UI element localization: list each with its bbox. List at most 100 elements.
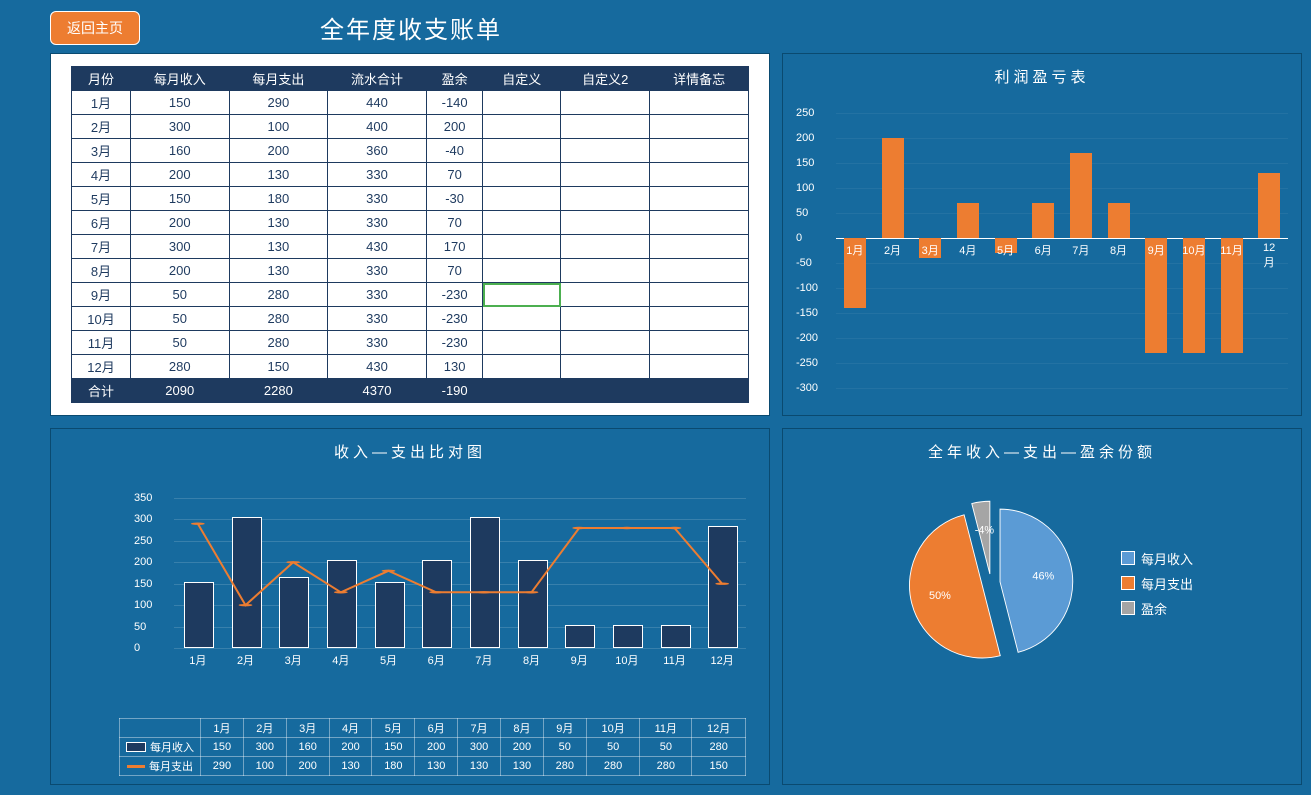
- table-cell[interactable]: 290: [229, 91, 328, 115]
- table-row[interactable]: 7月300130430170: [72, 235, 749, 259]
- table-row[interactable]: 3月160200360-40: [72, 139, 749, 163]
- table-cell[interactable]: [650, 235, 749, 259]
- table-cell[interactable]: [483, 163, 561, 187]
- table-cell[interactable]: 7月: [72, 235, 131, 259]
- table-cell[interactable]: 150: [130, 91, 229, 115]
- table-row[interactable]: 10月50280330-230: [72, 307, 749, 331]
- table-cell[interactable]: 10月: [72, 307, 131, 331]
- table-cell[interactable]: 200: [229, 139, 328, 163]
- table-cell[interactable]: [483, 355, 561, 379]
- table-cell[interactable]: [483, 139, 561, 163]
- table-cell[interactable]: 1月: [72, 91, 131, 115]
- table-cell[interactable]: 6月: [72, 211, 131, 235]
- table-cell[interactable]: 50: [130, 331, 229, 355]
- table-cell[interactable]: [650, 163, 749, 187]
- table-cell[interactable]: [483, 283, 561, 307]
- table-cell[interactable]: 430: [328, 235, 427, 259]
- table-cell[interactable]: [483, 235, 561, 259]
- table-cell[interactable]: [650, 91, 749, 115]
- table-cell[interactable]: 330: [328, 211, 427, 235]
- table-cell[interactable]: 11月: [72, 331, 131, 355]
- table-row[interactable]: 5月150180330-30: [72, 187, 749, 211]
- table-cell[interactable]: [561, 283, 650, 307]
- table-cell[interactable]: [561, 355, 650, 379]
- table-cell[interactable]: -40: [426, 139, 483, 163]
- table-cell[interactable]: 9月: [72, 283, 131, 307]
- table-cell[interactable]: [561, 115, 650, 139]
- table-cell[interactable]: [650, 283, 749, 307]
- table-cell[interactable]: -30: [426, 187, 483, 211]
- table-cell[interactable]: 8月: [72, 259, 131, 283]
- table-cell[interactable]: 70: [426, 163, 483, 187]
- table-cell[interactable]: 330: [328, 283, 427, 307]
- income-expense-table[interactable]: 月份每月收入每月支出流水合计盈余自定义自定义2详情备忘 1月150290440-…: [71, 66, 749, 403]
- table-row[interactable]: 11月50280330-230: [72, 331, 749, 355]
- table-cell[interactable]: 160: [130, 139, 229, 163]
- table-cell[interactable]: [483, 331, 561, 355]
- table-cell[interactable]: [561, 163, 650, 187]
- table-cell[interactable]: [561, 139, 650, 163]
- table-row[interactable]: 4月20013033070: [72, 163, 749, 187]
- table-cell[interactable]: 5月: [72, 187, 131, 211]
- table-cell[interactable]: [561, 91, 650, 115]
- table-cell[interactable]: 330: [328, 331, 427, 355]
- table-cell[interactable]: [650, 331, 749, 355]
- table-cell[interactable]: 200: [130, 211, 229, 235]
- back-button[interactable]: 返回主页: [50, 11, 140, 45]
- table-cell[interactable]: 3月: [72, 139, 131, 163]
- table-cell[interactable]: 170: [426, 235, 483, 259]
- table-cell[interactable]: -230: [426, 331, 483, 355]
- table-cell[interactable]: 70: [426, 211, 483, 235]
- table-cell[interactable]: 150: [229, 355, 328, 379]
- table-cell[interactable]: [650, 139, 749, 163]
- table-cell[interactable]: -230: [426, 283, 483, 307]
- table-cell[interactable]: [561, 259, 650, 283]
- table-row[interactable]: 9月50280330-230: [72, 283, 749, 307]
- table-cell[interactable]: 330: [328, 259, 427, 283]
- table-cell[interactable]: [483, 91, 561, 115]
- table-cell[interactable]: 130: [229, 211, 328, 235]
- table-cell[interactable]: [483, 187, 561, 211]
- table-cell[interactable]: 430: [328, 355, 427, 379]
- table-cell[interactable]: 12月: [72, 355, 131, 379]
- table-cell[interactable]: [561, 307, 650, 331]
- table-cell[interactable]: [650, 187, 749, 211]
- table-cell[interactable]: 180: [229, 187, 328, 211]
- table-cell[interactable]: 360: [328, 139, 427, 163]
- table-cell[interactable]: 150: [130, 187, 229, 211]
- table-cell[interactable]: 200: [426, 115, 483, 139]
- table-row[interactable]: 6月20013033070: [72, 211, 749, 235]
- table-cell[interactable]: 330: [328, 187, 427, 211]
- table-row[interactable]: 2月300100400200: [72, 115, 749, 139]
- table-cell[interactable]: [483, 211, 561, 235]
- table-cell[interactable]: [650, 211, 749, 235]
- table-cell[interactable]: 280: [229, 307, 328, 331]
- table-cell[interactable]: 300: [130, 235, 229, 259]
- table-cell[interactable]: [650, 355, 749, 379]
- table-cell[interactable]: 400: [328, 115, 427, 139]
- table-cell[interactable]: 130: [426, 355, 483, 379]
- table-cell[interactable]: [650, 115, 749, 139]
- table-cell[interactable]: 130: [229, 163, 328, 187]
- table-cell[interactable]: 50: [130, 283, 229, 307]
- table-cell[interactable]: -230: [426, 307, 483, 331]
- table-cell[interactable]: [561, 211, 650, 235]
- table-row[interactable]: 12月280150430130: [72, 355, 749, 379]
- table-row[interactable]: 1月150290440-140: [72, 91, 749, 115]
- table-cell[interactable]: [650, 307, 749, 331]
- table-cell[interactable]: 70: [426, 259, 483, 283]
- table-cell[interactable]: [561, 235, 650, 259]
- table-cell[interactable]: 300: [130, 115, 229, 139]
- table-cell[interactable]: -140: [426, 91, 483, 115]
- table-cell[interactable]: 200: [130, 163, 229, 187]
- table-cell[interactable]: 4月: [72, 163, 131, 187]
- table-cell[interactable]: 440: [328, 91, 427, 115]
- table-row[interactable]: 8月20013033070: [72, 259, 749, 283]
- table-cell[interactable]: 280: [130, 355, 229, 379]
- table-cell[interactable]: 2月: [72, 115, 131, 139]
- table-cell[interactable]: [483, 115, 561, 139]
- table-cell[interactable]: 130: [229, 259, 328, 283]
- table-cell[interactable]: 130: [229, 235, 328, 259]
- table-cell[interactable]: [650, 259, 749, 283]
- table-cell[interactable]: 50: [130, 307, 229, 331]
